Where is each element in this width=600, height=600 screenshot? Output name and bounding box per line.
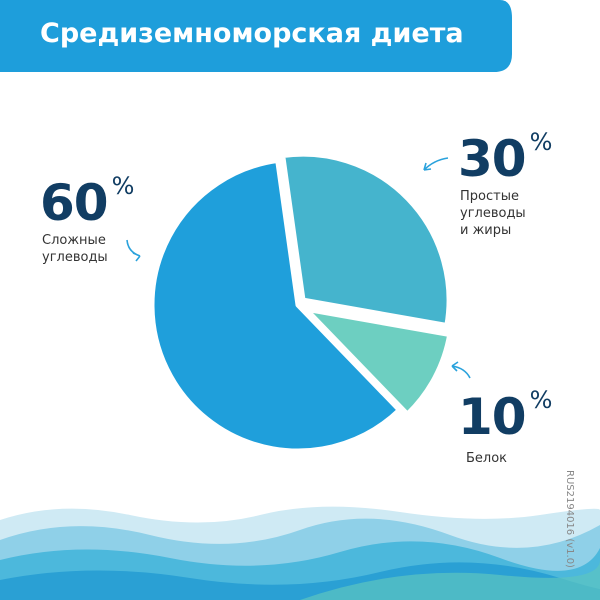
category-label: Простые углеводы и жиры: [460, 189, 526, 238]
pie-slice: [303, 306, 453, 417]
chart-title: Средиземноморская диета: [40, 18, 464, 49]
arrows: [126, 157, 471, 379]
value-label: 10%: [458, 386, 552, 446]
footnote: RUS2194016 (v1.0): [564, 470, 575, 568]
waves: [0, 506, 600, 600]
category-label: Сложные углеводы: [42, 233, 108, 265]
value-label: 60%: [40, 172, 134, 232]
pie-slice: [149, 157, 402, 454]
category-label: Белок: [466, 451, 508, 466]
pie-slice: [280, 151, 452, 328]
value-label: 30%: [458, 128, 552, 188]
header-bar: [0, 0, 512, 72]
